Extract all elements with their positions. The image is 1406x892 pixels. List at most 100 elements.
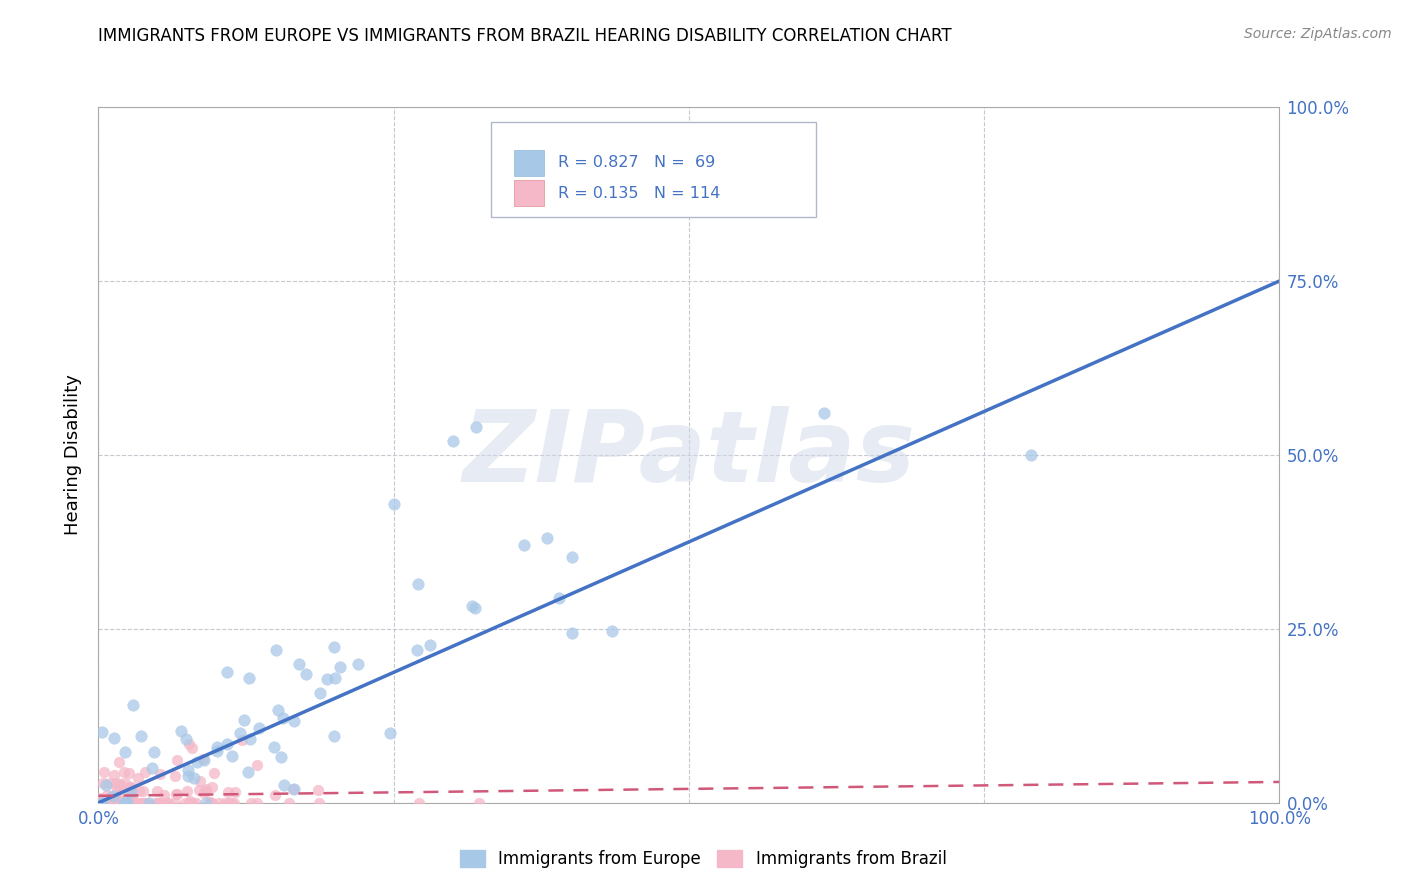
Point <box>309 685 332 699</box>
Point <box>277 796 299 810</box>
Point <box>98 776 121 790</box>
Point <box>91 775 114 789</box>
Point <box>146 796 169 810</box>
Point <box>229 726 252 740</box>
Point <box>121 790 143 805</box>
Point <box>224 796 246 810</box>
Point <box>1021 448 1043 462</box>
Point <box>283 781 305 796</box>
Point <box>90 796 112 810</box>
Point <box>128 784 150 798</box>
Point <box>193 786 215 800</box>
Point <box>548 591 571 605</box>
Point <box>105 792 128 806</box>
Point <box>176 784 198 798</box>
Text: IMMIGRANTS FROM EUROPE VS IMMIGRANTS FROM BRAZIL HEARING DISABILITY CORRELATION : IMMIGRANTS FROM EUROPE VS IMMIGRANTS FRO… <box>98 27 952 45</box>
Point <box>125 796 148 810</box>
Point <box>96 788 118 802</box>
Point <box>108 777 131 791</box>
Point <box>118 796 141 810</box>
Point <box>174 732 197 747</box>
Point <box>127 771 149 785</box>
Point <box>283 714 305 728</box>
Point <box>561 550 583 565</box>
Point <box>247 721 270 735</box>
Text: Source: ZipAtlas.com: Source: ZipAtlas.com <box>1244 27 1392 41</box>
Point <box>217 785 239 799</box>
Point <box>295 666 318 681</box>
Point <box>103 796 125 810</box>
Point <box>208 796 231 810</box>
Point <box>177 769 200 783</box>
Point <box>245 796 267 810</box>
Point <box>186 755 208 769</box>
Point <box>129 796 152 810</box>
Point <box>561 625 583 640</box>
Point <box>101 789 124 803</box>
Point <box>273 778 295 792</box>
Point <box>108 782 131 797</box>
Point <box>323 671 346 685</box>
Point <box>169 723 191 738</box>
Point <box>329 660 352 674</box>
Point <box>166 787 188 801</box>
Point <box>163 796 186 810</box>
Point <box>145 796 167 810</box>
Point <box>98 789 121 804</box>
Point <box>103 796 125 810</box>
Point <box>97 796 120 810</box>
Point <box>110 796 132 810</box>
Point <box>200 795 222 809</box>
Point <box>89 796 111 810</box>
Point <box>149 767 172 781</box>
Point <box>132 796 155 810</box>
Point <box>322 640 344 655</box>
Point <box>406 576 429 591</box>
Point <box>121 781 143 796</box>
Point <box>288 657 311 671</box>
Text: R = 0.135   N = 114: R = 0.135 N = 114 <box>558 186 720 201</box>
Point <box>143 745 166 759</box>
Point <box>105 796 128 810</box>
Point <box>202 766 225 780</box>
Point <box>91 796 114 810</box>
Point <box>193 753 215 767</box>
Point <box>98 796 121 810</box>
Point <box>146 796 169 810</box>
Point <box>194 784 217 798</box>
Bar <box>515 180 544 206</box>
Point <box>129 729 152 743</box>
Point <box>221 796 243 810</box>
Point <box>120 785 142 799</box>
Point <box>103 768 125 782</box>
Point <box>179 794 201 808</box>
Point <box>271 711 294 725</box>
Point <box>91 796 114 810</box>
Point <box>205 740 228 755</box>
Point <box>108 793 131 807</box>
Text: R = 0.827   N =  69: R = 0.827 N = 69 <box>558 155 716 170</box>
Point <box>93 765 115 780</box>
Point <box>188 774 211 789</box>
Point <box>536 532 558 546</box>
Point <box>315 672 337 686</box>
Point <box>307 783 329 797</box>
Point <box>125 796 148 810</box>
Point <box>115 781 138 796</box>
Point <box>347 657 370 671</box>
Point <box>112 764 135 779</box>
Point <box>239 796 262 810</box>
Point <box>114 776 136 790</box>
Point <box>91 724 114 739</box>
Point <box>120 780 142 794</box>
Point <box>215 665 238 679</box>
Point <box>90 796 112 810</box>
Point <box>156 796 179 810</box>
Point <box>105 776 128 790</box>
Point <box>91 796 114 810</box>
Point <box>224 785 246 799</box>
Point <box>125 796 148 810</box>
Point <box>184 796 207 810</box>
Point <box>238 671 260 685</box>
Point <box>419 638 441 652</box>
